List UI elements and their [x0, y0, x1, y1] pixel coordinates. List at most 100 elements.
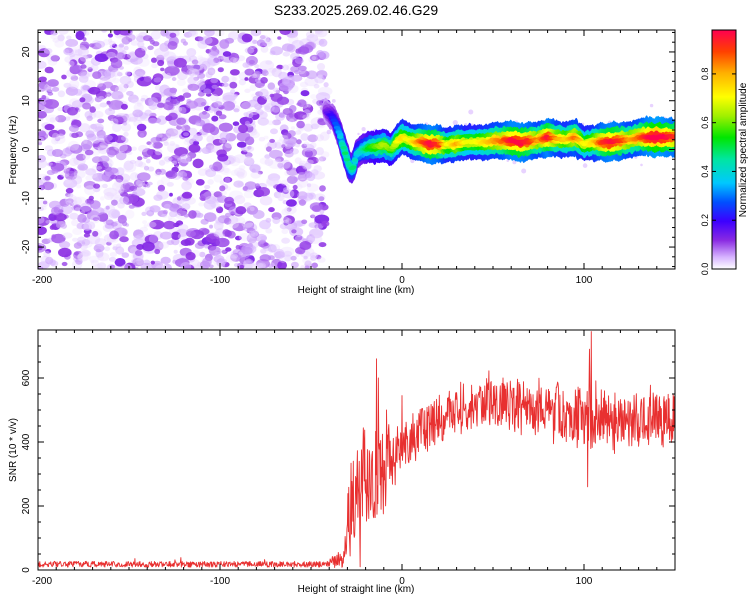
- spectrogram-noise-blob: [284, 170, 290, 176]
- spectrogram-noise-blob: [119, 229, 126, 234]
- spectrogram-noise-blob: [38, 48, 50, 58]
- spectrogram-noise-blob: [176, 78, 186, 87]
- spectrogram-noise-blob: [88, 43, 95, 48]
- spectrogram-noise-blob: [154, 148, 163, 156]
- spectrogram-noise-blob: [69, 52, 76, 58]
- spectrogram-noise-blob: [236, 131, 251, 142]
- spectrogram-noise-blob: [175, 210, 189, 220]
- spectrogram-noise-blob: [151, 63, 159, 69]
- spectrogram-noise-blob: [290, 52, 300, 60]
- spectrogram-ytick-label: 10: [21, 95, 32, 107]
- spectrogram-noise-blob: [113, 145, 120, 150]
- spectrogram-noise-blob: [38, 158, 48, 169]
- spectrogram-noise-blob: [280, 179, 289, 186]
- spectrogram-noise-blob: [52, 86, 60, 92]
- spectrogram-noise-blob: [73, 250, 84, 260]
- spectrogram-noise-blob: [185, 230, 197, 238]
- spectrogram-noise-blob: [203, 88, 212, 95]
- spectrogram-noise-blob: [193, 265, 201, 269]
- spectrogram-noise-blob: [219, 180, 225, 185]
- spectrogram-noise-blob: [64, 178, 72, 184]
- spectrogram-noise-blob: [146, 141, 152, 146]
- spectrogram-noise-blob: [122, 221, 128, 227]
- spectrogram-noise-blob: [254, 64, 260, 69]
- spectrogram-noise-blob: [81, 223, 90, 230]
- spectrogram-noise-blob: [238, 233, 251, 242]
- spectrogram-noise-blob: [265, 60, 273, 65]
- spectrogram-noise-blob: [111, 199, 118, 206]
- spectrogram-noise-blob: [244, 263, 257, 269]
- spectrogram-noise-blob: [87, 71, 94, 78]
- spectrogram-noise-blob: [133, 235, 142, 241]
- spectrogram-noise-blob: [305, 248, 315, 257]
- spectrogram-noise-blob: [177, 224, 189, 231]
- spectrogram-noise-blob: [55, 221, 67, 229]
- spectrogram-noise-blob: [244, 88, 251, 94]
- spectrogram-noise-blob: [69, 79, 80, 89]
- spectrogram-noise-blob: [74, 207, 81, 212]
- spectrogram-noise-blob: [96, 166, 103, 170]
- spectrogram-noise-blob: [250, 30, 262, 37]
- spectrogram-noise-blob: [193, 97, 207, 108]
- spectrogram-noise-blob: [110, 174, 118, 180]
- spectrogram-noise-blob: [84, 185, 96, 196]
- spectrogram-noise-blob: [290, 261, 299, 269]
- spectrogram-noise-blob: [294, 157, 302, 165]
- spectrogram-noise-blob: [169, 210, 178, 218]
- spectrogram-noise-blob: [213, 30, 225, 37]
- spectrogram-noise-blob: [120, 103, 128, 110]
- spectrogram-noise-blob: [80, 64, 87, 69]
- spectrogram-noise-blob: [68, 60, 75, 67]
- spectrogram-noise-blob: [65, 187, 74, 194]
- spectrogram-noise-blob: [63, 165, 71, 172]
- spectrogram-noise-blob: [179, 153, 191, 164]
- spectrogram-noise-blob: [92, 207, 105, 215]
- spectrogram-noise-blob: [130, 56, 143, 65]
- spectrogram-noise-blob: [242, 62, 250, 68]
- spectrogram-noise-blob: [157, 59, 165, 67]
- spectrogram-noise-blob: [164, 203, 171, 209]
- spectrogram-noise-blob: [94, 104, 101, 110]
- spectrogram-noise-blob: [75, 44, 87, 55]
- spectrogram-noise-blob: [252, 39, 258, 44]
- spectrogram-noise-blob: [46, 53, 60, 63]
- spectrogram-noise-blob: [303, 192, 314, 201]
- spectrogram-noise-blob: [107, 33, 113, 38]
- spectrogram-noise-blob: [302, 163, 312, 171]
- spectrogram-noise-blob: [301, 143, 308, 149]
- spectrogram-noise-blob: [296, 120, 305, 129]
- spectrogram-noise-blob: [112, 192, 121, 199]
- spectrogram-noise-blob: [43, 99, 60, 109]
- spectrogram-noise-blob: [215, 110, 223, 116]
- spectrogram-noise-blob: [108, 107, 113, 112]
- spectrogram-noise-blob: [67, 106, 78, 116]
- spectrogram-noise-blob: [57, 107, 64, 112]
- spectrogram-noise-blob: [49, 117, 56, 123]
- spectrogram-noise-blob: [267, 244, 277, 253]
- spectrogram-noise-blob: [108, 41, 116, 46]
- spectrogram-noise-blob: [183, 213, 190, 218]
- snr-xtick-label: -200: [32, 576, 52, 587]
- spectrogram-noise-blob: [183, 139, 193, 146]
- spectrogram-noise-blob: [298, 65, 307, 72]
- spectrogram-noise-blob: [162, 94, 171, 103]
- spectrogram-noise-blob: [193, 76, 200, 81]
- spectrogram-noise-blob: [229, 190, 243, 200]
- spectrogram-noise-blob: [115, 52, 126, 60]
- spectrogram-noise-blob: [260, 248, 267, 254]
- spectrogram-noise-blob: [214, 217, 224, 224]
- spectrogram-noise-blob: [79, 210, 86, 215]
- spectrogram-halo-dot: [323, 82, 329, 88]
- spectrogram-noise-blob: [308, 234, 323, 244]
- spectrogram-noise-blob: [171, 93, 177, 98]
- spectrogram-noise-blob: [282, 51, 290, 57]
- spectrogram-noise-blob: [121, 122, 132, 132]
- spectrogram-noise-blob: [51, 132, 60, 140]
- spectrogram-noise-blob: [161, 213, 168, 218]
- spectrogram-noise-blob: [137, 172, 151, 182]
- spectrogram-noise-blob: [204, 105, 211, 112]
- spectrogram-noise-blob: [182, 88, 190, 93]
- spectrogram-noise-blob: [115, 167, 125, 176]
- spectrogram-noise-blob: [300, 90, 310, 97]
- spectrogram-noise-blob: [86, 115, 93, 122]
